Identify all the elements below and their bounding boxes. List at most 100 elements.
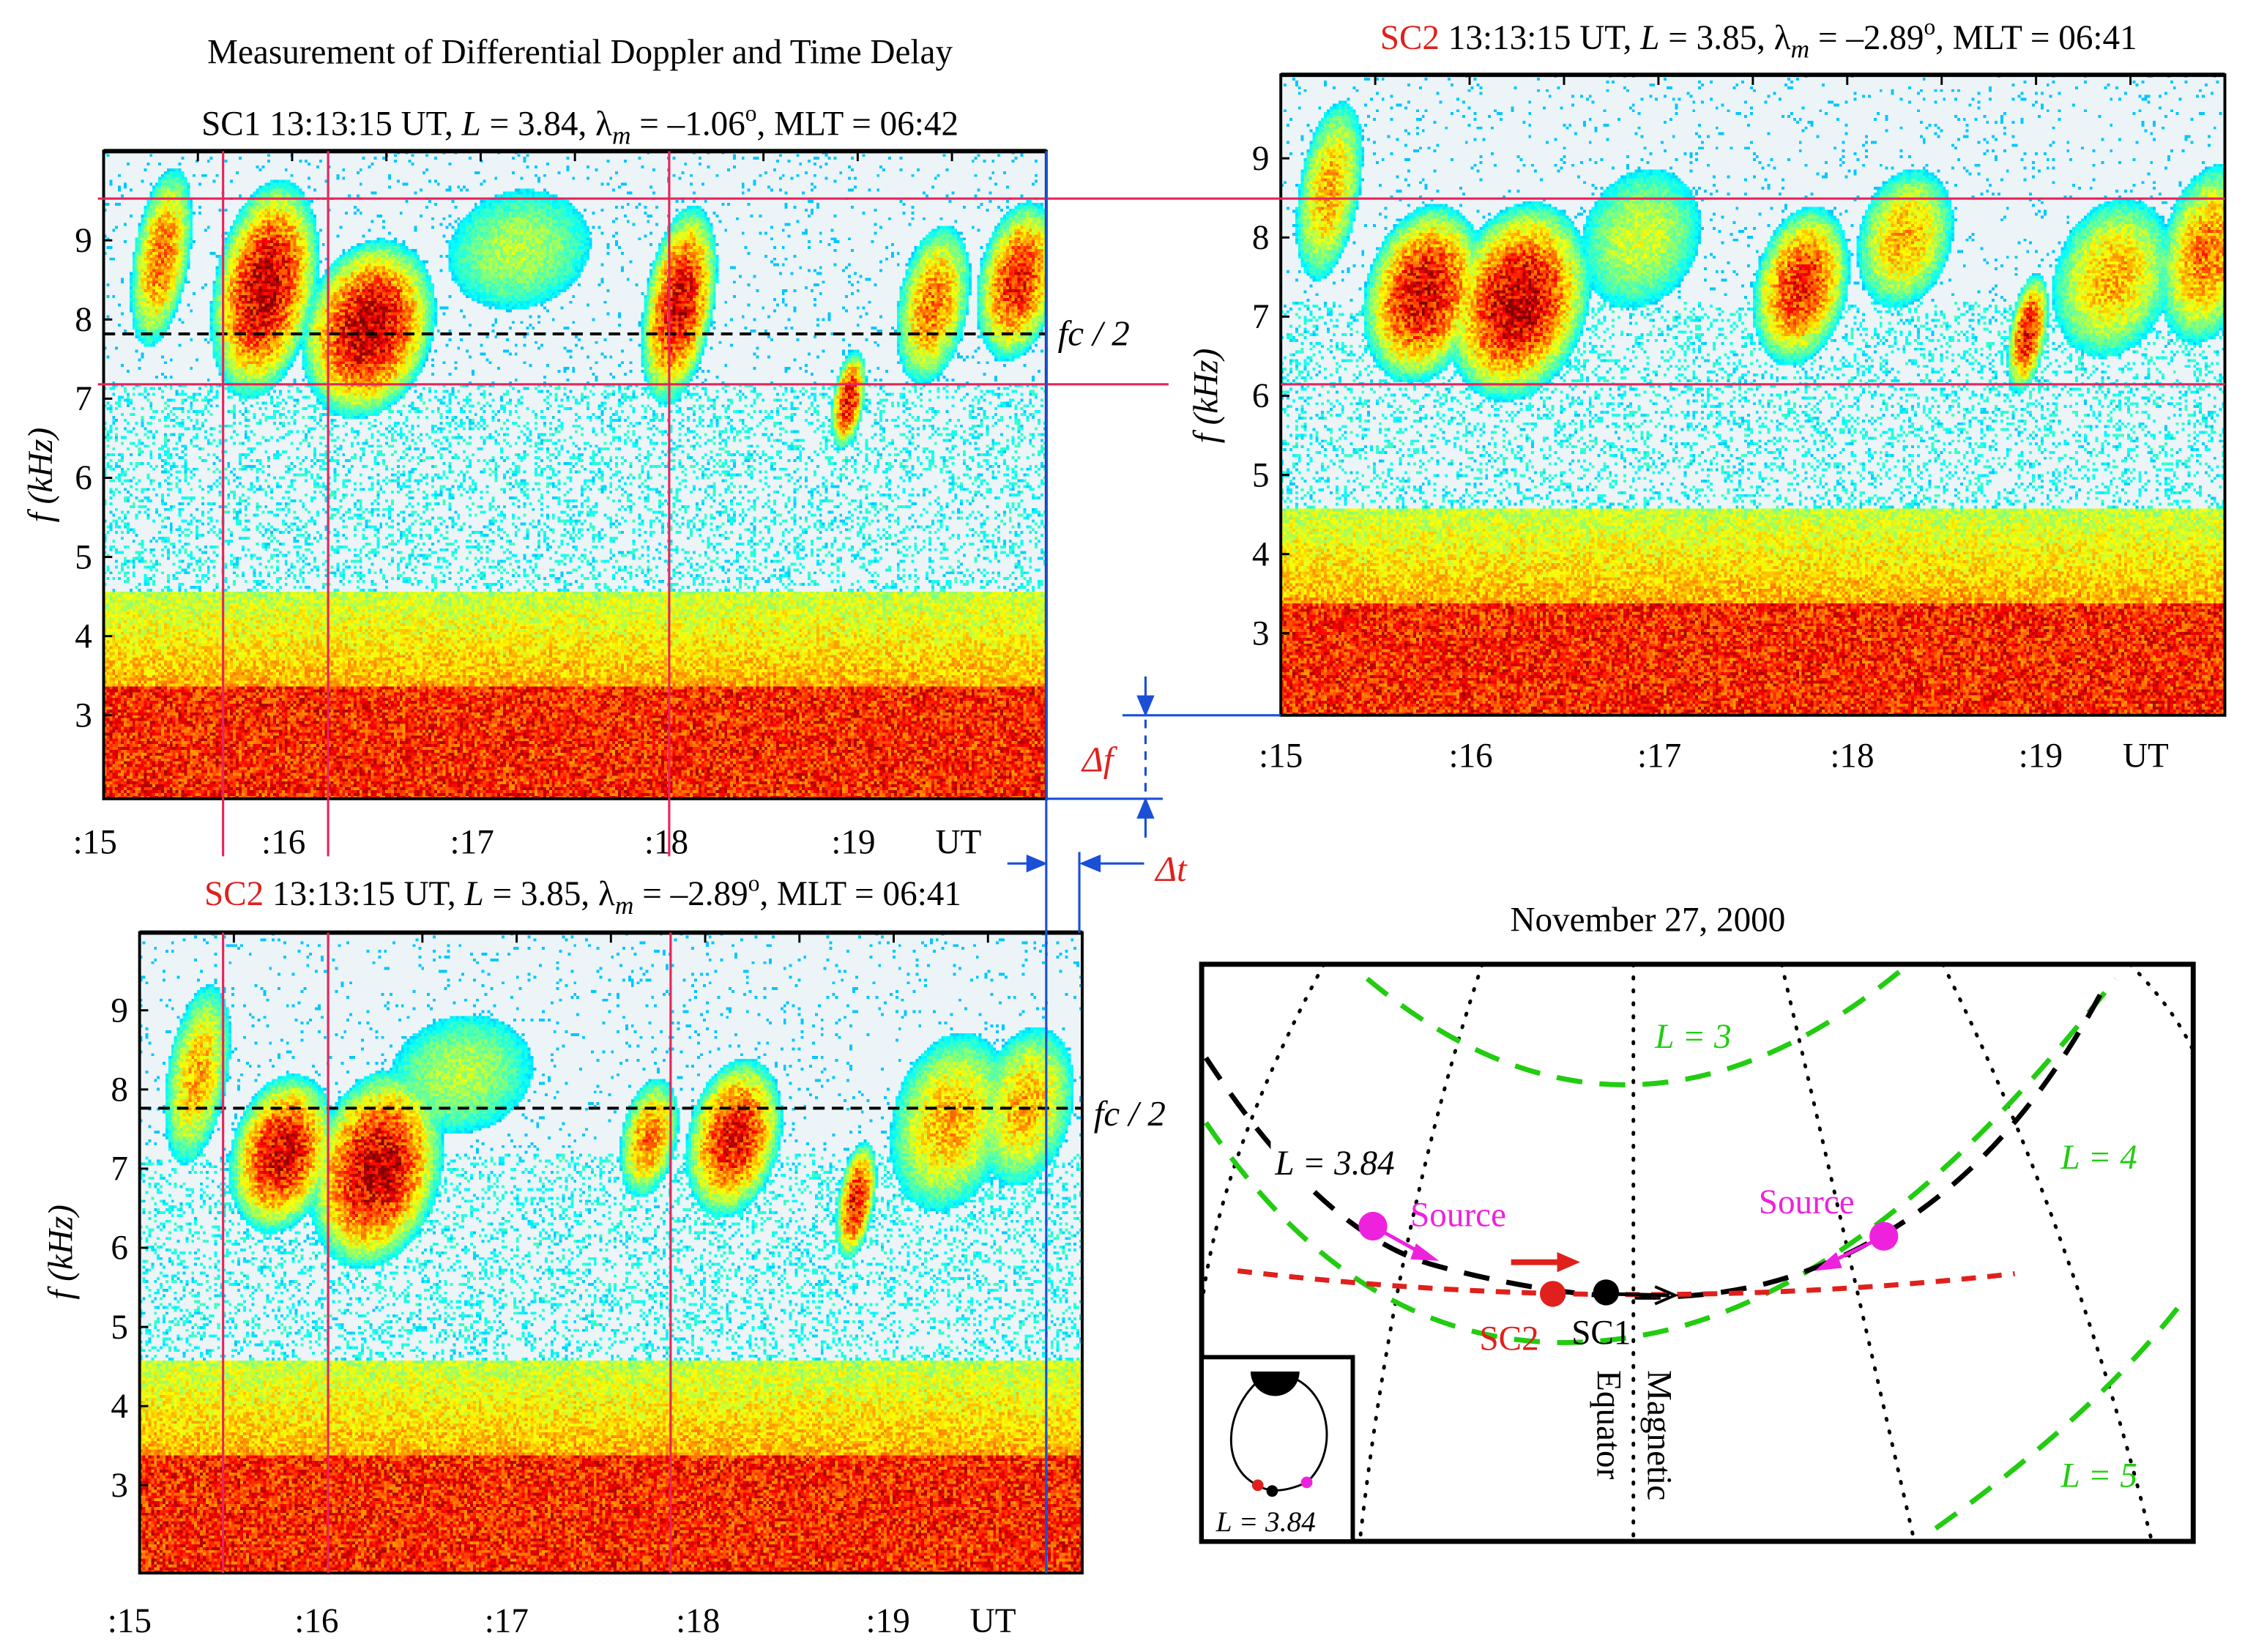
arrow-right-icon <box>1557 1251 1581 1273</box>
l384-field-line <box>1204 991 2104 1300</box>
header-mlt: , MLT = 06:41 <box>1935 19 2137 57</box>
header-time: 13:13:15 UT, <box>269 105 453 144</box>
header-L: L <box>461 105 481 144</box>
arrow-right-icon <box>1654 1285 1679 1306</box>
y-tick-label: 7 <box>1252 298 1270 336</box>
inset-sc2 <box>1251 1479 1264 1492</box>
y-tick-label: 4 <box>1252 535 1270 573</box>
y-tick-label: 8 <box>111 1071 128 1109</box>
x-unit-label: UT <box>970 1602 1016 1640</box>
x-tick-label: :18 <box>676 1602 720 1640</box>
sc1-spectrogram-heatmap <box>103 151 1046 799</box>
header-spacecraft: SC2 <box>204 875 264 913</box>
inset-sc1 <box>1266 1485 1278 1497</box>
sc2-top-axes: 3 4 5 6 7 8 9:15:16:17:18:19 UT f (kHz) <box>1188 72 2227 775</box>
delta-markers <box>1007 151 1281 1574</box>
x-tick-label: :16 <box>1449 737 1493 775</box>
sc1-header: SC1 13:13:15 UT, L = 3.84, λm = –1.06o, … <box>201 100 958 149</box>
sc2-bottom-spectrogram-heatmap <box>139 932 1082 1574</box>
sc1-fc-half-label: fc / 2 <box>1058 313 1130 354</box>
y-axis-label: f (kHz) <box>1188 349 1226 444</box>
l4-shell <box>1204 977 2118 1345</box>
y-tick-label: 7 <box>75 380 92 418</box>
y-axis-label: f (kHz) <box>22 428 60 523</box>
l-shell-lines <box>1204 969 2190 1531</box>
x-tick-label: :18 <box>1830 737 1874 775</box>
header-L: L <box>1639 19 1659 57</box>
y-tick-label: 5 <box>1252 456 1270 494</box>
sc1-marker <box>1593 1279 1620 1306</box>
header-lambda-value: = –1.06 <box>639 105 745 144</box>
inset-label: L = 3.84 <box>1215 1506 1316 1538</box>
x-tick-label: :17 <box>450 823 494 861</box>
x-tick-label: :19 <box>2019 737 2063 775</box>
sc2-fc-half-label: fc / 2 <box>1094 1093 1166 1134</box>
header-lambda-sub: m <box>615 890 634 920</box>
y-tick-label: 6 <box>111 1229 128 1268</box>
header-L: L <box>463 875 483 913</box>
y-tick-label: 9 <box>111 991 128 1030</box>
header-time: 13:13:15 UT, <box>1448 19 1632 57</box>
header-degree: o <box>1924 14 1935 40</box>
x-tick-label: :17 <box>485 1602 529 1640</box>
dotted-line <box>1780 965 1916 1540</box>
arrow-icon <box>1410 1243 1440 1261</box>
x-unit-label: UT <box>936 823 982 861</box>
delta-t-label: Δt <box>1154 849 1188 889</box>
y-tick-label: 4 <box>111 1388 128 1426</box>
sc2-label: SC2 <box>1479 1320 1538 1358</box>
sc2-bottom-axes: 3 4 5 6 7 8 9:15:16:17:18:19 UT f (kHz) <box>42 930 1084 1640</box>
orbit-track <box>1237 1268 2015 1298</box>
header-lambda: λ <box>1774 19 1791 57</box>
sc1-axes: 3 4 5 6 7 8 9:15:16:17:18:19 UT f (kHz) <box>22 149 1048 861</box>
l3-shell <box>1365 969 1902 1087</box>
header-mlt: , MLT = 06:41 <box>759 875 961 913</box>
dotted-line <box>1203 965 1325 1298</box>
delta-f-label: Δf <box>1081 739 1118 779</box>
l5-label: L = 5 <box>2060 1456 2137 1495</box>
x-tick-label: :16 <box>294 1602 338 1640</box>
header-lambda-sub: m <box>612 121 631 150</box>
x-tick-label: :19 <box>831 823 875 861</box>
sc2-bottom-header: SC2 13:13:15 UT, L = 3.85, λm = –2.89o, … <box>204 871 961 920</box>
header-lambda: λ <box>598 875 615 913</box>
plot-frame <box>138 931 1084 1575</box>
plot-frame <box>102 149 1048 800</box>
arrow-right-icon <box>1026 855 1048 873</box>
marker-lines <box>97 151 2225 1574</box>
x-tick-label: :19 <box>866 1602 910 1640</box>
dotted-line <box>1941 965 2153 1540</box>
header-L-value: = 3.85, <box>1668 19 1765 57</box>
y-axis-label: f (kHz) <box>42 1205 80 1300</box>
header-lambda-sub: m <box>1791 34 1810 64</box>
dotted-line <box>2129 965 2192 1052</box>
sc2-top-spectrogram-heatmap <box>1281 75 2225 715</box>
x-tick-label: :18 <box>644 823 688 861</box>
arrow-left-icon <box>1079 855 1101 873</box>
y-tick-label: 4 <box>75 617 92 655</box>
sc2-top-header: SC2 13:13:15 UT, L = 3.85, λm = –2.89o, … <box>1380 14 2137 63</box>
header-spacecraft: SC2 <box>1380 19 1440 57</box>
field-line-label: L = 3.84 <box>1274 1145 1394 1183</box>
header-time: 13:13:15 UT, <box>272 875 456 913</box>
arrow-down-icon <box>1136 695 1155 717</box>
y-tick-label: 9 <box>1252 140 1270 178</box>
diagram-date: November 27, 2000 <box>1510 901 1785 940</box>
source-left-label: Source <box>1410 1197 1506 1235</box>
header-degree: o <box>748 871 760 896</box>
diagram-frame <box>1199 961 2196 1544</box>
plot-frame <box>1279 73 2227 717</box>
x-unit-label: UT <box>2123 737 2169 775</box>
x-tick-label: :15 <box>108 1602 152 1640</box>
header-lambda-value: = –2.89 <box>1818 19 1924 57</box>
header-lambda: λ <box>595 105 612 144</box>
l3-label: L = 3 <box>1654 1018 1731 1056</box>
y-tick-label: 7 <box>111 1150 128 1188</box>
y-tick-label: 5 <box>75 538 92 576</box>
sc2-marker <box>1539 1281 1566 1307</box>
arrow-up-icon <box>1136 797 1155 819</box>
inset-source <box>1300 1476 1313 1489</box>
label-bg <box>1270 1141 1404 1182</box>
